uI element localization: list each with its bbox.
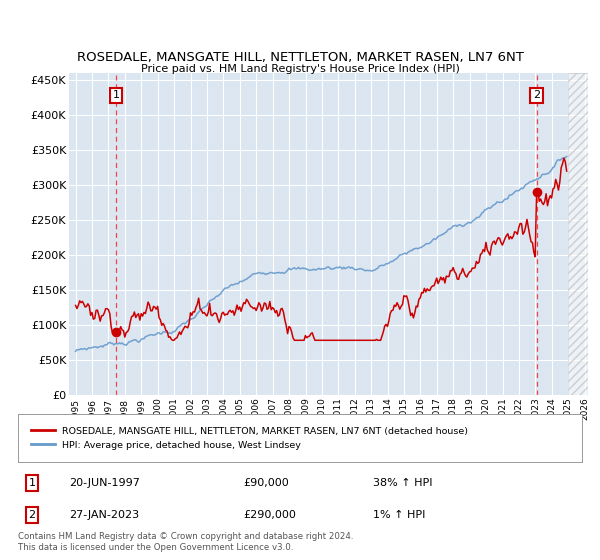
Text: 1% ↑ HPI: 1% ↑ HPI [373,510,425,520]
Text: Price paid vs. HM Land Registry's House Price Index (HPI): Price paid vs. HM Land Registry's House … [140,64,460,74]
Text: 38% ↑ HPI: 38% ↑ HPI [373,478,433,488]
Legend: ROSEDALE, MANSGATE HILL, NETTLETON, MARKET RASEN, LN7 6NT (detached house), HPI:: ROSEDALE, MANSGATE HILL, NETTLETON, MARK… [28,424,471,452]
Text: 20-JUN-1997: 20-JUN-1997 [69,478,140,488]
Text: 1: 1 [113,90,119,100]
Text: Contains HM Land Registry data © Crown copyright and database right 2024.: Contains HM Land Registry data © Crown c… [18,532,353,541]
Bar [568,73,593,395]
Text: 1: 1 [29,478,35,488]
Text: 2: 2 [29,510,35,520]
Text: £290,000: £290,000 [244,510,296,520]
Text: ROSEDALE, MANSGATE HILL, NETTLETON, MARKET RASEN, LN7 6NT: ROSEDALE, MANSGATE HILL, NETTLETON, MARK… [77,52,523,64]
Text: £90,000: £90,000 [244,478,289,488]
Text: 27-JAN-2023: 27-JAN-2023 [69,510,139,520]
Text: 2: 2 [533,90,540,100]
Text: This data is licensed under the Open Government Licence v3.0.: This data is licensed under the Open Gov… [18,543,293,552]
